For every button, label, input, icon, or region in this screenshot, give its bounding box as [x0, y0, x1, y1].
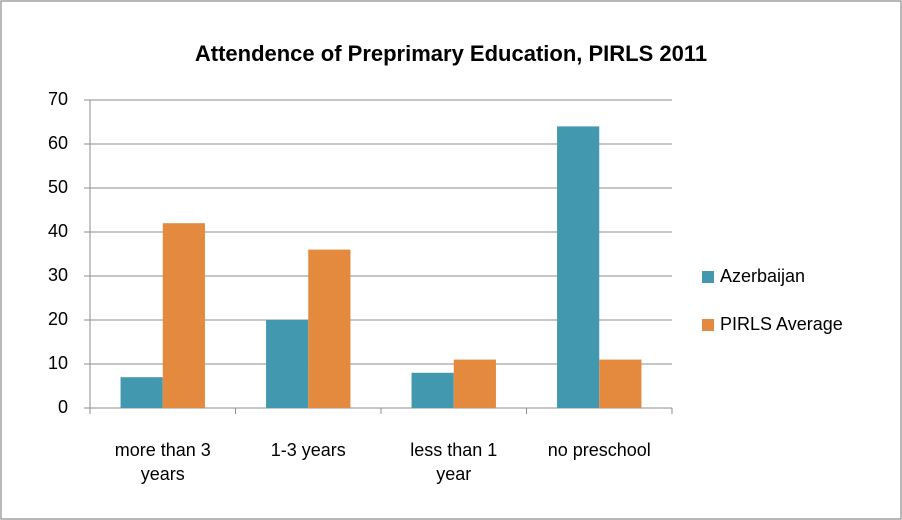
bar — [557, 126, 600, 409]
chart-title: Attendence of Preprimary Education, PIRL… — [195, 41, 707, 66]
bar — [599, 359, 642, 408]
bar — [308, 249, 351, 408]
bar — [162, 223, 205, 408]
y-tick-label: 30 — [48, 265, 68, 285]
legend-label: Azerbaijan — [720, 266, 805, 286]
bar — [453, 359, 496, 408]
y-tick-label: 0 — [58, 397, 68, 417]
legend-swatch — [702, 319, 714, 331]
y-tick-label: 10 — [48, 353, 68, 373]
x-tick-label: 1-3 years — [270, 440, 346, 460]
x-tick-label: less than 1 year — [410, 440, 498, 484]
legend-swatch — [702, 271, 714, 283]
bar — [266, 320, 309, 408]
x-tick-label: no preschool — [547, 440, 651, 460]
bar — [411, 372, 454, 408]
legend-label: PIRLS Average — [720, 314, 843, 334]
y-tick-label: 60 — [48, 133, 68, 153]
y-tick-label: 20 — [48, 309, 68, 329]
x-tick-label: more than 3 years — [114, 440, 211, 484]
bar — [120, 377, 163, 408]
y-tick-label: 70 — [48, 89, 68, 109]
y-tick-label: 40 — [48, 221, 68, 241]
y-tick-label: 50 — [48, 177, 68, 197]
